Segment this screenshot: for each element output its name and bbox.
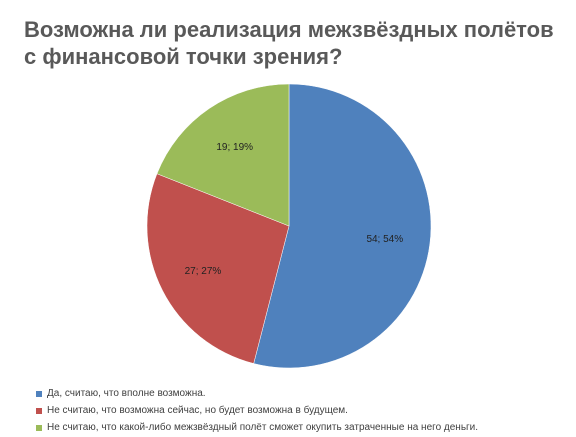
legend-swatch-never [36,424,42,431]
legend-label-never: Не считаю, что какой-либо межзвёздный по… [47,422,479,433]
data-label-future: 27; 27% [185,266,222,277]
pie-slice-never [156,83,290,227]
legend: Да, считаю, что вполне возможна. Не счит… [36,385,576,436]
legend-swatch-yes [36,390,42,397]
chart-title: Возможна ли реализация межзвёздных полёт… [24,17,554,69]
data-label-never: 19; 19% [216,142,253,153]
legend-item-never: Не считаю, что какой-либо межзвёздный по… [36,419,576,436]
pie-data-labels: 54; 54% 27; 27% 19; 19% [185,142,404,277]
legend-item-future: Не считаю, что возможна сейчас, но будет… [36,402,576,419]
pie-slice-yes [253,83,432,369]
pie-slices [146,83,432,369]
legend-swatch-future [36,407,42,414]
pie-slice-future [146,173,290,364]
legend-label-yes: Да, считаю, что вполне возможна. [47,388,206,399]
legend-item-yes: Да, считаю, что вполне возможна. [36,385,576,402]
data-label-yes: 54; 54% [366,234,403,245]
legend-label-future: Не считаю, что возможна сейчас, но будет… [47,405,348,416]
